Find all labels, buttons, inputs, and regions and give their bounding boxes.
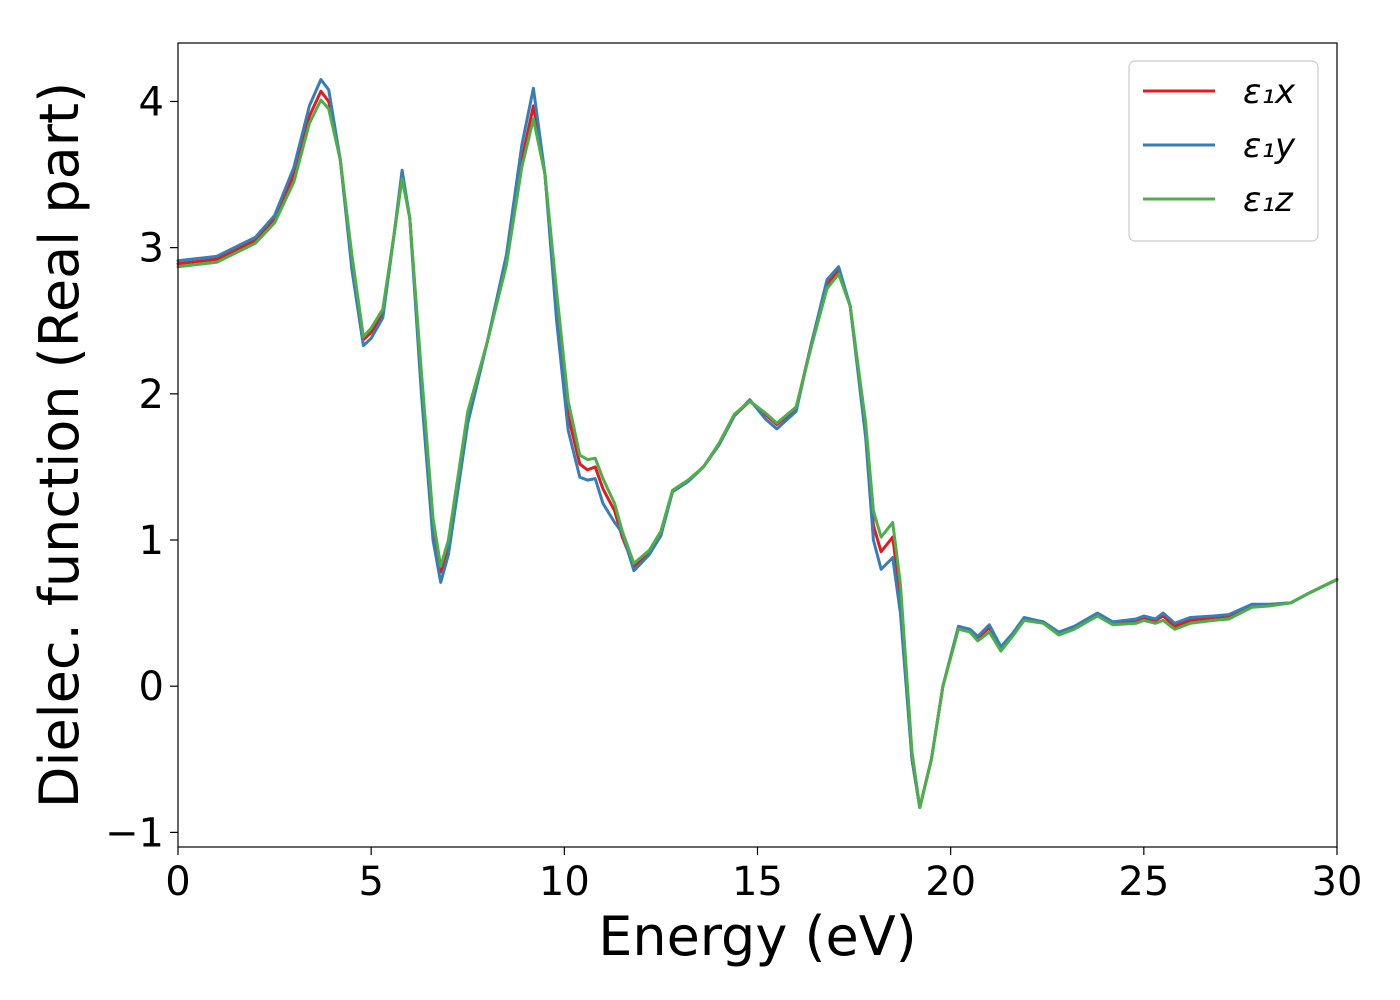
legend-label-0: ε₁x bbox=[1243, 72, 1296, 112]
x-tick-label: 5 bbox=[358, 859, 383, 905]
x-tick-label: 25 bbox=[1118, 859, 1169, 905]
y-tick-label: 2 bbox=[139, 372, 164, 418]
x-tick-label: 15 bbox=[732, 859, 783, 905]
series-lines bbox=[176, 78, 1339, 809]
y-axis-label: Dielec. function (Real part) bbox=[28, 82, 91, 808]
y-tick-label: 0 bbox=[139, 664, 164, 710]
legend-label-1: ε₁y bbox=[1243, 126, 1296, 166]
y-axis-ticks: −1 0 1 2 3 4 bbox=[105, 79, 178, 856]
x-tick-label: 30 bbox=[1312, 859, 1363, 905]
legend-box bbox=[1128, 60, 1319, 242]
x-tick-label: 0 bbox=[165, 859, 190, 905]
x-tick-label: 20 bbox=[925, 859, 976, 905]
x-axis-label: Energy (eV) bbox=[598, 905, 917, 968]
y-tick-label: 4 bbox=[139, 79, 164, 125]
y-tick-label: 3 bbox=[139, 226, 164, 272]
y-tick-label: 1 bbox=[139, 518, 164, 564]
series-line-2 bbox=[176, 98, 1339, 809]
legend: ε₁x ε₁y ε₁z bbox=[1128, 60, 1319, 242]
x-tick-label: 10 bbox=[539, 859, 590, 905]
legend-label-2: ε₁z bbox=[1243, 180, 1294, 220]
x-axis-ticks: 0 5 10 15 20 25 30 bbox=[165, 847, 1362, 905]
y-tick-label: −1 bbox=[105, 810, 164, 856]
